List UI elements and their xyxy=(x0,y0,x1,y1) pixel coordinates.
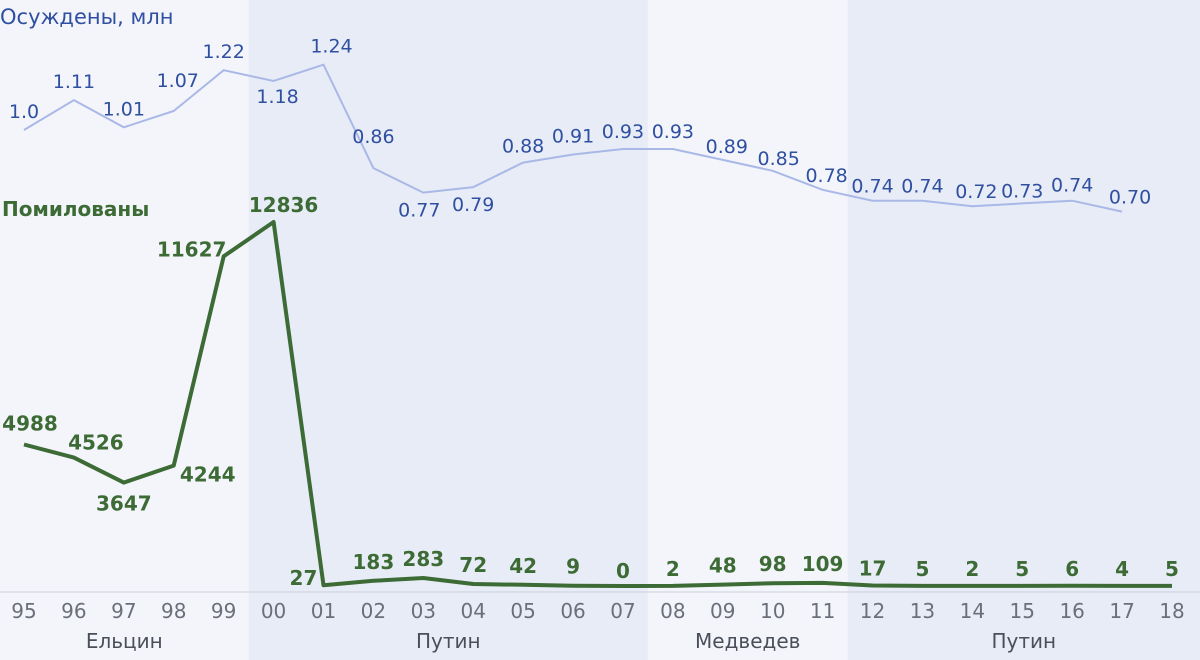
x-tick-label: 12 xyxy=(860,599,885,623)
pardoned-data-label: 5 xyxy=(1165,557,1179,581)
era-label-0: Ельцин xyxy=(86,629,163,653)
x-tick-label: 96 xyxy=(61,599,86,623)
pardoned-data-label: 42 xyxy=(509,554,537,578)
convicted-data-label: 0.89 xyxy=(706,136,748,158)
x-tick-label: 11 xyxy=(810,599,835,623)
pardoned-data-label: 283 xyxy=(402,547,444,571)
convicted-data-label: 0.93 xyxy=(652,121,694,143)
x-tick-label: 00 xyxy=(261,599,286,623)
era-band-2 xyxy=(647,0,848,660)
x-tick-label: 09 xyxy=(710,599,735,623)
series-lines xyxy=(23,63,1172,588)
convicted-data-label: 0.88 xyxy=(502,136,544,158)
x-tick-label: 18 xyxy=(1159,599,1184,623)
data-labels: 1.0 1.11 1.01 1.071.22 1.18 1.24 0.86 0.77 0.79 0… xyxy=(2,36,1179,591)
convicted-data-label: 0.79 xyxy=(452,194,494,216)
era-labels: Ельцин Путин Медведев Путин xyxy=(86,629,1056,653)
x-tick-label: 98 xyxy=(161,599,186,623)
convicted-data-label: 0.77 xyxy=(398,200,440,222)
convicted-data-label: 0.86 xyxy=(352,126,394,148)
x-axis: 95 96 97 98 99 00 01 02 03 04 05 06 07 08 09 10 11 12 13 14… xyxy=(0,591,1200,623)
pardoned-data-label: 72 xyxy=(459,553,487,577)
pardoned-data-label: 6 xyxy=(1065,557,1079,581)
x-tick-label: 02 xyxy=(361,599,386,623)
convicted-data-label: 0.70 xyxy=(1109,187,1151,209)
x-tick-label: 95 xyxy=(11,599,36,623)
pardoned-data-label: 2 xyxy=(666,557,680,581)
pardoned-data-label: 9 xyxy=(566,555,580,579)
convicted-data-label: 1.18 xyxy=(256,86,298,108)
era-band-1 xyxy=(248,0,648,660)
convicted-data-label: 1.01 xyxy=(103,98,145,120)
pardoned-data-label: 12836 xyxy=(249,193,319,217)
pardoned-data-label: 4244 xyxy=(180,463,236,487)
pardoned-data-label: 4526 xyxy=(68,431,124,455)
x-tick-label: 99 xyxy=(211,599,236,623)
x-tick-label: 04 xyxy=(460,599,485,623)
x-tick-label: 05 xyxy=(510,599,535,623)
convicted-data-label: 0.74 xyxy=(1051,175,1093,197)
pardoned-data-label: 5 xyxy=(1015,557,1029,581)
convicted-data-label: 1.11 xyxy=(53,71,95,93)
pardoned-data-label: 27 xyxy=(290,566,318,590)
x-tick-label: 15 xyxy=(1010,599,1035,623)
pardoned-data-label: 17 xyxy=(859,557,887,581)
convicted-data-label: 1.0 xyxy=(9,101,39,123)
convicted-data-label: 0.74 xyxy=(851,176,893,198)
era-label-3: Путин xyxy=(991,629,1056,653)
x-tick-label: 06 xyxy=(560,599,585,623)
convicted-data-label: 0.72 xyxy=(955,181,997,203)
era-label-2: Медведев xyxy=(695,629,800,653)
pardoned-data-label: 2 xyxy=(965,557,979,581)
convicted-data-label: 0.73 xyxy=(1001,180,1043,202)
convicted-data-label: 0.78 xyxy=(805,165,847,187)
convicted-data-label: 1.07 xyxy=(157,70,199,92)
pardoned-data-label: 183 xyxy=(353,550,395,574)
pardoned-data-label: 5 xyxy=(915,557,929,581)
pardoned-data-label: 98 xyxy=(759,552,787,576)
x-tick-label: 10 xyxy=(760,599,785,623)
pardoned-data-label: 4988 xyxy=(2,412,58,436)
convicted-data-label: 0.91 xyxy=(552,125,594,147)
x-tick-label: 17 xyxy=(1109,599,1134,623)
x-tick-label: 97 xyxy=(111,599,136,623)
x-tick-label: 01 xyxy=(311,599,336,623)
x-tick-label: 16 xyxy=(1059,599,1084,623)
pardoned-data-label: 4 xyxy=(1115,557,1129,581)
convicted-data-label: 0.74 xyxy=(901,176,943,198)
convicted-data-label: 1.22 xyxy=(202,41,244,63)
pardoned-data-label: 11627 xyxy=(157,237,227,261)
x-tick-label: 08 xyxy=(660,599,685,623)
x-tick-label: 13 xyxy=(910,599,935,623)
pardoned-data-label: 48 xyxy=(709,554,737,578)
era-band-3 xyxy=(847,0,1200,660)
series-line-pardoned xyxy=(23,220,1172,588)
pardoned-data-label: 109 xyxy=(802,552,844,576)
convicted-data-label: 0.85 xyxy=(758,148,800,170)
convicted-data-label: 1.24 xyxy=(310,36,352,58)
series-title-pardoned: Помилованы xyxy=(2,197,149,221)
pardoned-data-label: 0 xyxy=(616,559,630,583)
series-line-convicted xyxy=(23,63,1123,213)
x-tick-label: 14 xyxy=(960,599,985,623)
era-label-1: Путин xyxy=(416,629,481,653)
series-title-convicted: Осуждены, млн xyxy=(0,5,174,29)
pardoned-data-label: 3647 xyxy=(96,492,152,516)
convicted-data-label: 0.93 xyxy=(602,121,644,143)
x-tick-label: 07 xyxy=(610,599,635,623)
x-tick-label: 03 xyxy=(411,599,436,623)
